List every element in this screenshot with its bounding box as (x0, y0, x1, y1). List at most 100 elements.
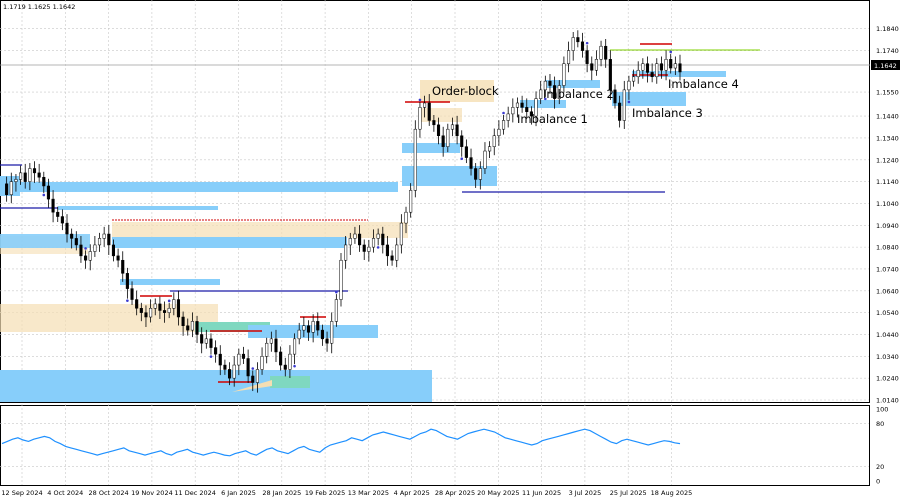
imbalance-2-label: Imbalance 2 (543, 87, 614, 101)
candle-body (464, 146, 468, 158)
zone-blue-left-top (0, 234, 90, 248)
candle-body (279, 351, 283, 366)
osc-tick: 20 (876, 463, 884, 471)
candle-body (5, 183, 9, 195)
candle-body (121, 259, 125, 274)
time-tick: 4 Apr 2025 (394, 489, 430, 497)
candle-body (436, 124, 441, 136)
current-price-tag (871, 60, 900, 70)
candle-body (413, 128, 417, 191)
candle-body (283, 364, 287, 370)
osc-tick: 100 (876, 406, 888, 414)
time-tick: 13 Mar 2025 (348, 489, 389, 497)
candle-body (130, 288, 134, 300)
fractal-dot (126, 299, 129, 302)
price-tick: 1.0840 (876, 244, 899, 252)
zone-blue-low (120, 279, 220, 285)
oscillator-line (1, 428, 681, 457)
candle-body (181, 316, 185, 326)
candle-body (74, 238, 78, 246)
candle-body (23, 172, 27, 182)
candle-body (590, 63, 594, 71)
candle-body (506, 113, 510, 121)
order-block-zone (420, 80, 494, 102)
candle-body (51, 198, 55, 213)
price-axis: 1.1840 1.1740 1.1550 1.1440 1.1340 1.1240 1.11… (876, 25, 899, 404)
price-tick: 1.0940 (876, 222, 899, 230)
candle-body (520, 102, 524, 108)
candle-body (501, 120, 506, 130)
candle-body (678, 63, 682, 73)
candle-body (218, 353, 222, 366)
candle-body (302, 325, 306, 331)
zones (0, 71, 726, 402)
candle-body (97, 238, 102, 246)
candle-body (362, 244, 366, 252)
candle-body (395, 244, 399, 261)
zone-teal-low (195, 322, 270, 332)
candle-body (571, 37, 575, 51)
price-tick: 1.0640 (876, 287, 899, 295)
time-tick: 4 Oct 2024 (47, 489, 83, 497)
candle-body (107, 233, 111, 246)
candle-body (60, 216, 64, 224)
candle-body (636, 69, 640, 78)
candle-body (311, 321, 315, 333)
candle-body (618, 102, 622, 121)
candle-body (84, 255, 88, 261)
candle-body (488, 146, 492, 152)
candle-body (37, 172, 41, 178)
candle-body (269, 338, 273, 344)
time-tick: 11 Dec 2024 (174, 489, 216, 497)
candle-body (353, 233, 357, 239)
zone-blue-mid (112, 237, 347, 248)
imbalance-2-zone (545, 80, 600, 88)
fractal-dot (251, 367, 255, 370)
imbalance-3-label: Imbalance 3 (632, 106, 703, 120)
candle-body (227, 369, 232, 379)
candle-body (334, 299, 338, 322)
candle-body (56, 211, 60, 217)
fractal-dot (84, 247, 87, 250)
fractal-dot (376, 246, 380, 249)
candle-body (432, 120, 436, 126)
candle-body (594, 59, 598, 71)
time-axis: 12 Sep 2024 4 Oct 2024 28 Oct 2024 19 Nov 2… (1, 489, 692, 497)
candle-body (613, 89, 617, 104)
price-tick: 1.0540 (876, 309, 899, 317)
fractal-dot (293, 364, 296, 368)
candle-body (172, 299, 176, 309)
candle-body (251, 375, 255, 383)
candle-body (371, 238, 376, 248)
fractal-dot (209, 355, 213, 358)
fractal-dot (42, 193, 46, 197)
price-tick: 1.0240 (876, 375, 899, 383)
candle-body (116, 255, 120, 261)
indicator-pane-frame (0, 405, 870, 486)
candle-body (14, 179, 18, 182)
zone-blue-bottom (0, 370, 432, 402)
time-tick: 25 Jul 2025 (610, 489, 647, 497)
candle-body (585, 50, 589, 64)
candle-body (492, 135, 496, 147)
fractal-dot (669, 50, 673, 54)
imbalance-3-zone (612, 92, 686, 106)
candle-body (316, 321, 320, 331)
candle-body (195, 321, 199, 335)
candle-body (599, 45, 603, 60)
candle-body (93, 244, 97, 252)
candle-body (539, 89, 543, 99)
candle-body (385, 244, 389, 257)
candle-body (664, 59, 668, 71)
price-tick: 1.0440 (876, 331, 899, 339)
price-tick: 1.1340 (876, 134, 899, 142)
candle-body (204, 338, 208, 344)
imbalance-4-label: Imbalance 4 (668, 77, 739, 91)
candle-body (455, 124, 459, 136)
time-tick: 28 Oct 2024 (89, 489, 129, 497)
candle-body (214, 347, 218, 355)
candle-body (70, 233, 74, 239)
candle-body (320, 329, 324, 340)
candle-body (144, 312, 148, 318)
fractal-dot (502, 111, 505, 115)
